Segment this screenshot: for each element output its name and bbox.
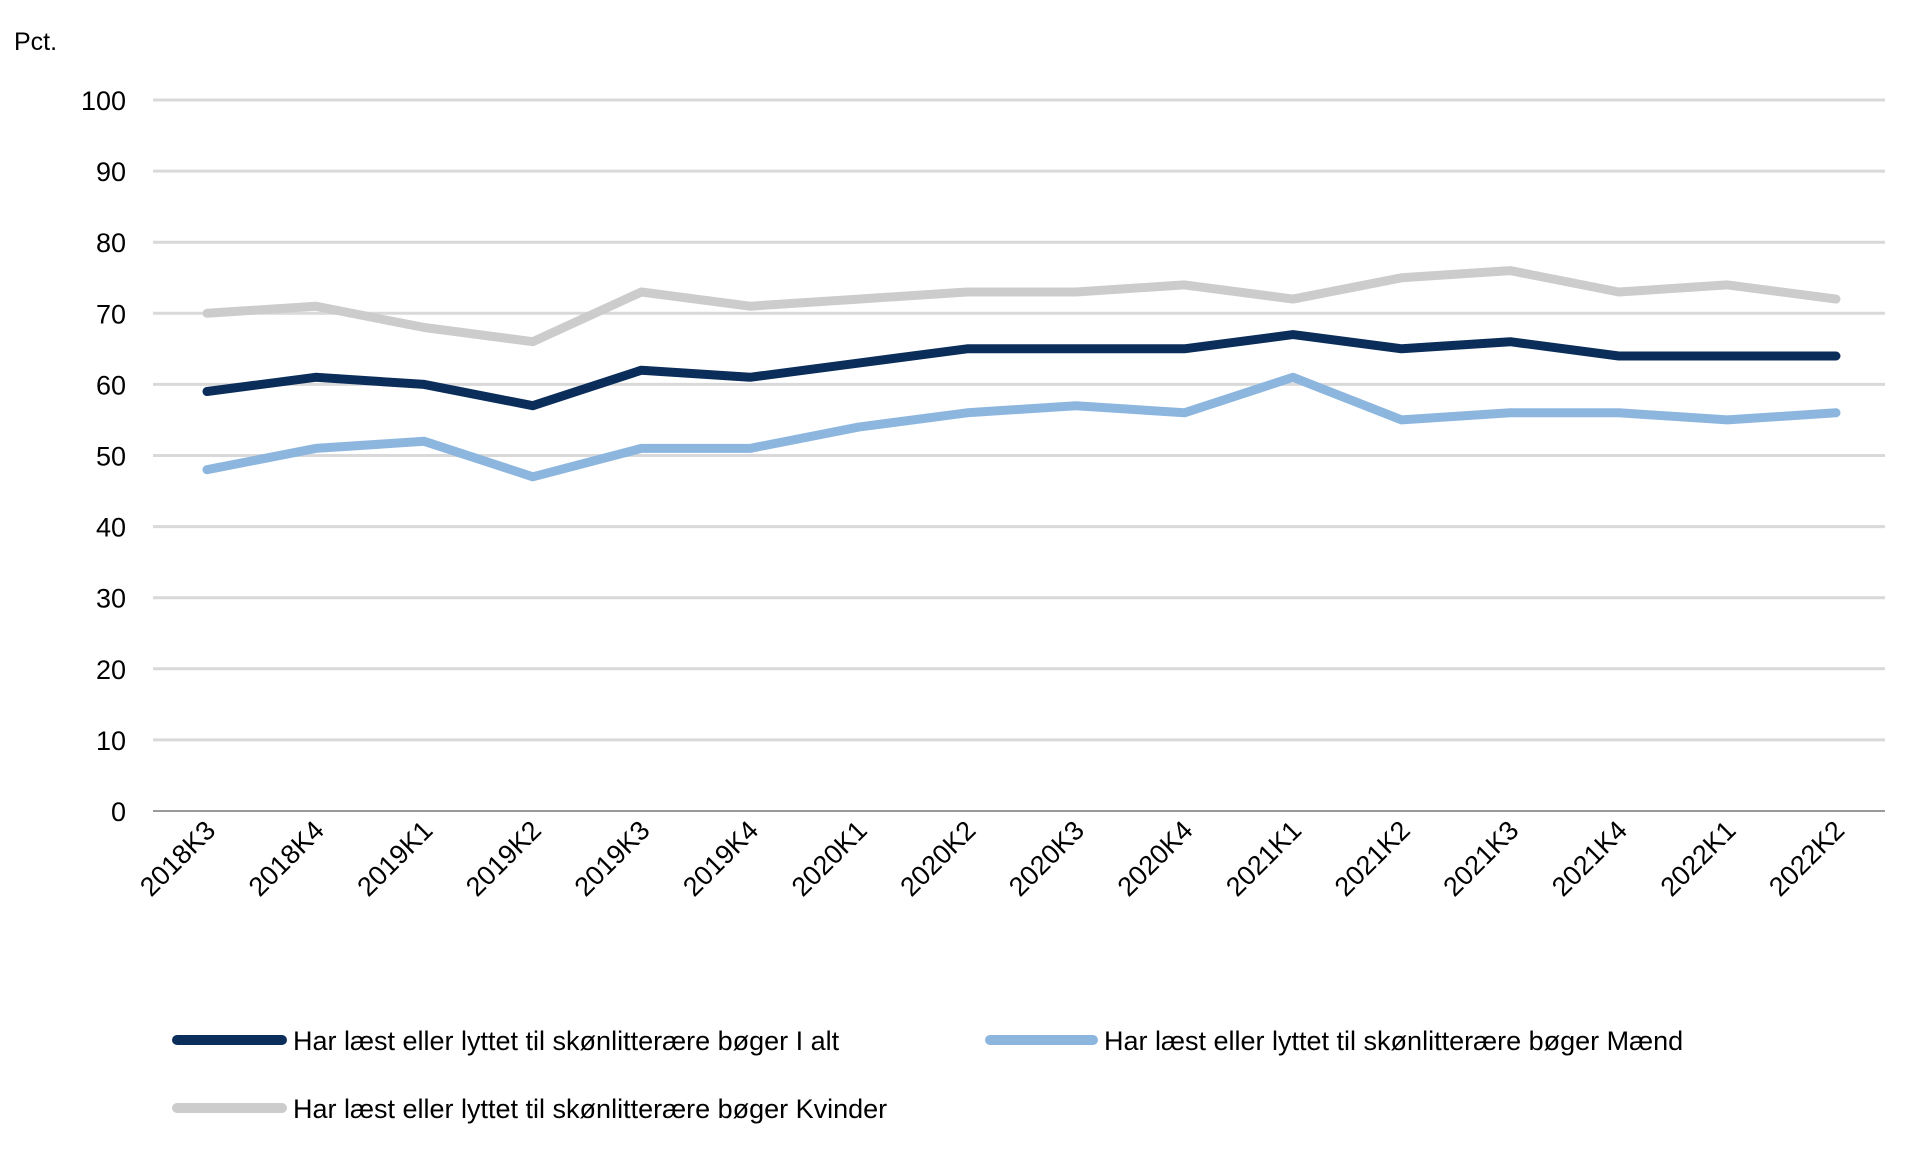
y-tick-label: 50	[96, 442, 126, 472]
x-tick-label: 2018K4	[243, 815, 330, 902]
grid-layer	[153, 98, 1885, 812]
y-tick-label: 20	[96, 655, 126, 685]
x-tick-label: 2020K1	[786, 815, 873, 902]
series-line	[202, 266, 1841, 347]
legend-item: Har læst eller lyttet til skønlitterære …	[985, 1026, 1683, 1056]
y-tick-label: 30	[96, 584, 126, 614]
legend: Har læst eller lyttet til skønlitterære …	[172, 1026, 1683, 1124]
y-tick-label: 90	[96, 157, 126, 187]
x-tick-label: 2020K2	[894, 815, 981, 902]
y-tick-label: 80	[96, 228, 126, 258]
legend-item: Har læst eller lyttet til skønlitterære …	[172, 1026, 840, 1056]
series-line	[202, 372, 1841, 482]
x-tick-label: 2022K1	[1655, 815, 1742, 902]
x-tick-label: 2021K1	[1220, 815, 1307, 902]
legend-item: Har læst eller lyttet til skønlitterære …	[172, 1094, 887, 1124]
x-tick-label: 2022K2	[1763, 815, 1850, 902]
series-line	[202, 330, 1841, 411]
x-tick-label: 2020K3	[1003, 815, 1090, 902]
x-tick-label: 2021K3	[1437, 815, 1524, 902]
x-tick-label: 2021K2	[1329, 815, 1416, 902]
y-tick-label: 60	[96, 370, 126, 400]
y-tick-label: 0	[111, 797, 126, 827]
y-tick-label: 70	[96, 299, 126, 329]
y-tick-label: 10	[96, 726, 126, 756]
legend-label: Har læst eller lyttet til skønlitterære …	[293, 1094, 887, 1124]
x-tick-label: 2020K4	[1112, 815, 1199, 902]
x-tick-label: 2019K3	[569, 815, 656, 902]
x-tick-label: 2019K1	[351, 815, 438, 902]
y-tick-label: 100	[81, 86, 126, 116]
y-tick-labels: 0 10 20 30 40 50 60 70 80 90 100	[81, 86, 126, 827]
y-tick-label: 40	[96, 513, 126, 543]
legend-label: Har læst eller lyttet til skønlitterære …	[293, 1026, 840, 1056]
x-tick-labels: 2018K3 2018K4 2019K1 2019K2 2019K3 2019K4 2020…	[134, 815, 1850, 902]
x-tick-label: 2021K4	[1546, 815, 1633, 902]
legend-label: Har læst eller lyttet til skønlitterære …	[1104, 1026, 1683, 1056]
x-tick-label: 2018K3	[134, 815, 221, 902]
x-tick-label: 2019K2	[460, 815, 547, 902]
x-tick-label: 2019K4	[677, 815, 764, 902]
y-unit-label: Pct.	[14, 28, 57, 56]
series-lines	[202, 266, 1841, 482]
